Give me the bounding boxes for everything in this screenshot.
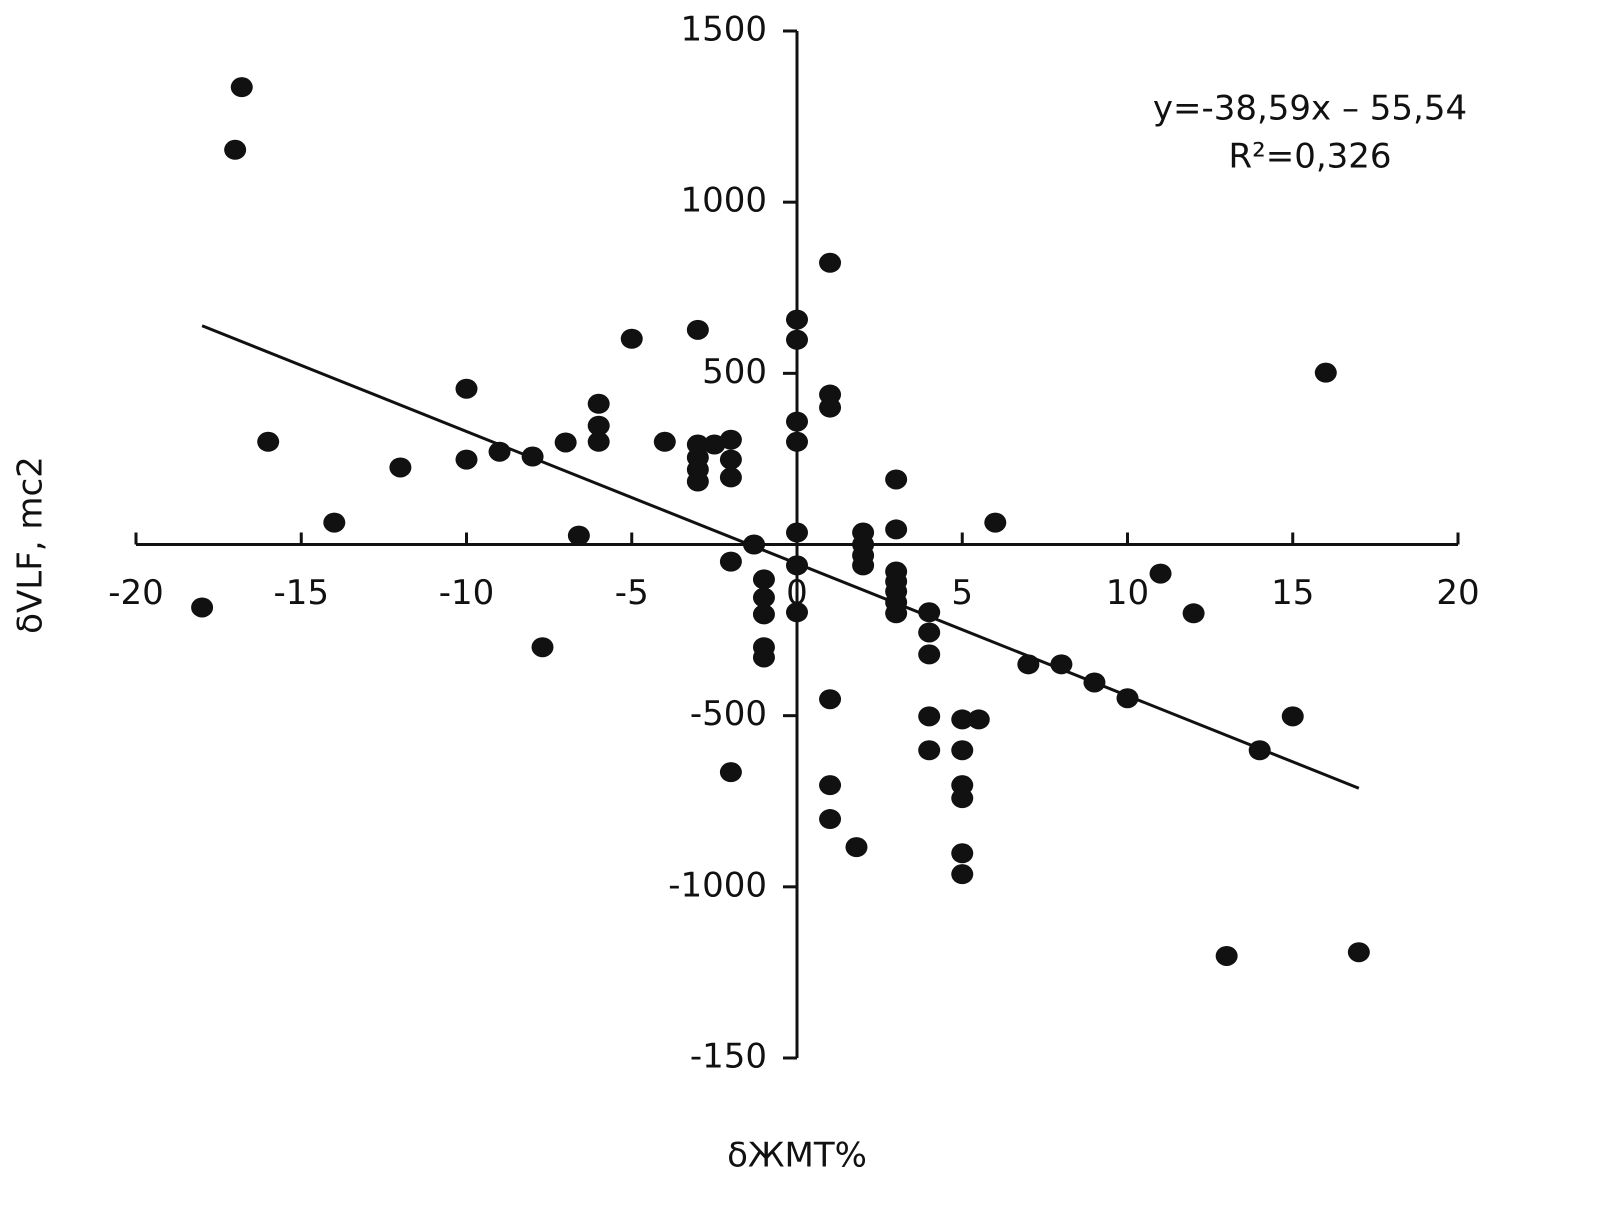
point [455, 378, 478, 399]
point [951, 740, 974, 761]
point [719, 467, 742, 488]
x-tick-label: -15 [273, 573, 329, 613]
point [786, 309, 808, 330]
point [554, 432, 577, 453]
x-tick-label: 10 [1106, 573, 1149, 613]
x-tick-label: 5 [951, 573, 973, 613]
point [885, 603, 908, 624]
point [951, 709, 974, 730]
point [719, 762, 742, 783]
point [389, 457, 412, 478]
point [521, 446, 544, 467]
point [918, 644, 941, 665]
y-tick-label: -1000 [668, 865, 767, 905]
point [845, 837, 868, 858]
point [1347, 942, 1370, 963]
point [1050, 654, 1073, 675]
point [488, 441, 511, 462]
point [1182, 603, 1205, 624]
x-tick-label: 15 [1271, 573, 1314, 613]
trend-line [201, 324, 1360, 790]
point [719, 551, 742, 572]
point [230, 77, 253, 98]
point [918, 740, 941, 761]
point [686, 319, 709, 340]
point [531, 637, 554, 658]
y-tick-label: 1000 [680, 181, 767, 221]
point [786, 329, 808, 350]
point [819, 397, 842, 418]
point [719, 429, 742, 450]
point [819, 775, 842, 796]
point [951, 843, 974, 864]
point [686, 471, 709, 492]
point [752, 604, 775, 625]
point [885, 469, 908, 490]
point [191, 597, 214, 618]
x-tick-label: -20 [108, 573, 164, 613]
x-tick-label: -5 [615, 573, 649, 613]
point [852, 555, 875, 576]
point [620, 328, 643, 349]
equation: y=-38,59x – 55,54 [1153, 89, 1467, 129]
x-tick-label: 20 [1436, 573, 1479, 613]
point [752, 587, 775, 608]
y-tick-label: -500 [690, 694, 767, 734]
point [786, 602, 808, 623]
point [587, 415, 610, 436]
point [1215, 945, 1238, 966]
point [719, 449, 742, 470]
point [819, 809, 842, 830]
point [1281, 706, 1304, 727]
point [257, 431, 280, 452]
point [224, 139, 247, 160]
point [918, 622, 941, 643]
point [967, 709, 990, 730]
point [567, 525, 590, 546]
r-squared: R²=0,326 [1228, 137, 1391, 177]
point [786, 431, 808, 452]
point [1116, 688, 1139, 709]
point [786, 522, 808, 543]
y-axis-title: δVLF, mc2 [11, 456, 51, 634]
point [786, 555, 808, 576]
point [743, 534, 766, 555]
point [455, 449, 478, 470]
point [786, 411, 808, 432]
point [587, 431, 610, 452]
point [752, 647, 775, 668]
point [885, 519, 908, 540]
x-axis-title: δЖМТ% [727, 1136, 867, 1176]
x-tick-label: 0 [786, 573, 808, 613]
point [1083, 672, 1106, 693]
point [1248, 740, 1271, 761]
point [1017, 654, 1040, 675]
point [819, 252, 842, 273]
y-tick-label: 500 [702, 352, 767, 392]
point [323, 512, 346, 533]
point [1314, 362, 1337, 383]
y-tick-label: 1500 [680, 10, 767, 50]
point [653, 431, 676, 452]
point [703, 434, 726, 455]
point [951, 864, 974, 885]
point [918, 706, 941, 727]
x-tick-label: -10 [439, 573, 495, 613]
y-tick-label: -150 [690, 1037, 767, 1077]
point [587, 393, 610, 414]
point [819, 689, 842, 710]
point [918, 602, 941, 623]
point [1149, 563, 1172, 584]
point [951, 788, 974, 809]
point [984, 512, 1007, 533]
point [752, 569, 775, 590]
